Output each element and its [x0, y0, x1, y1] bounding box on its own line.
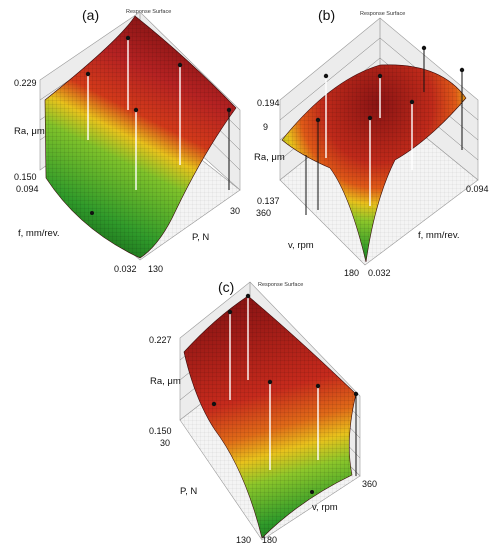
panel-a-x-tick-0: 0.094 [16, 184, 39, 194]
panel-b-z-tick-mid: 9 [263, 122, 268, 132]
panel-a-z-label: Ra, μm [14, 126, 45, 137]
panel-c-x-tick-0: 30 [160, 438, 170, 448]
panel-c-points [211, 293, 359, 494]
panel-a-label: (a) [82, 7, 99, 23]
panel-b-x-label: v, rpm [288, 240, 314, 251]
panel-a-z-tick-min: 0.150 [14, 172, 37, 182]
panel-b-x-tick-0: 360 [256, 208, 271, 218]
panel-c-y-tick-0: 180 [262, 535, 277, 545]
panel-c-x-label: P, N [180, 486, 197, 497]
panel-b-y-tick-0: 0.032 [368, 268, 391, 278]
panel-a-y-label: P, N [192, 232, 209, 243]
panel-c: (c) Response Surface 0.227 0.150 Ra, μm … [149, 279, 377, 545]
panel-c-x-tick-1: 130 [236, 535, 251, 545]
panel-b-z-label: Ra, μm [254, 152, 285, 163]
panel-a: (a) Response Surface 0.229 0.150 Ra, μm [14, 7, 241, 274]
panel-c-z-tick-max: 0.227 [149, 335, 172, 345]
panel-b-label: (b) [318, 7, 335, 23]
panel-c-title: Response Surface [258, 282, 303, 288]
panel-c-y-tick-1: 360 [362, 479, 377, 489]
panel-a-x-label: f, mm/rev. [18, 228, 60, 239]
panel-a-x-tick-1: 0.032 [114, 264, 137, 274]
panel-b-z-tick-min: 0.137 [257, 196, 280, 206]
panel-b-title: Response Surface [360, 11, 405, 17]
panel-b-x-tick-1: 180 [344, 268, 359, 278]
panel-a-z-tick-max: 0.229 [14, 78, 37, 88]
panel-c-y-label: v, rpm [312, 502, 338, 513]
panel-a-title: Response Surface [126, 9, 171, 15]
panel-a-points [85, 35, 232, 215]
panel-b: (b) Response Surface 0.194 9 0.137 Ra, μ… [254, 7, 489, 278]
panel-b-y-tick-1: 0.094 [466, 184, 489, 194]
panel-c-z-tick-min: 0.150 [149, 426, 172, 436]
panel-b-z-tick-max: 0.194 [257, 98, 280, 108]
panel-c-z-label: Ra, μm [150, 376, 181, 387]
panel-a-y-tick-1: 130 [148, 264, 163, 274]
panel-b-y-label: f, mm/rev. [418, 230, 460, 241]
panel-a-y-tick-0: 30 [230, 206, 240, 216]
panel-c-label: (c) [218, 279, 234, 295]
panel-b-points [305, 45, 465, 215]
